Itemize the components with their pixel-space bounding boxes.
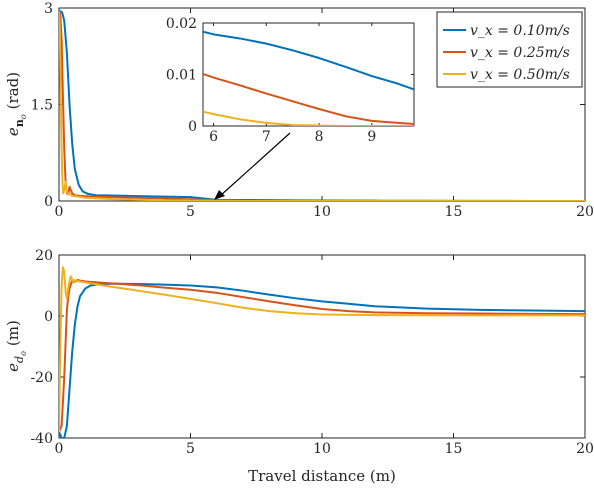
- inset-x-tick-label: 7: [262, 129, 271, 145]
- top-y-axis-label: eno(rad): [4, 72, 28, 136]
- inset-series-line-1: [203, 73, 414, 125]
- legend-item-vx-025: v_x = 0.25m/s: [443, 45, 570, 61]
- inset-y-tick-label: 0.01: [166, 68, 197, 84]
- bottom-x-tick-label: 10: [313, 441, 331, 457]
- bottom-y-tick-label: 20: [35, 248, 53, 264]
- bottom-series-lines: [59, 266, 585, 438]
- inset-series-line-0: [203, 30, 414, 91]
- bottom-y-tick-label: -40: [30, 431, 53, 447]
- bottom-panel: 0 5 10 15 20 -40 -20 0 20 edo(m) Travel distanc…: [4, 248, 594, 485]
- bottom-x-axis-label: Travel distance (m): [248, 467, 396, 485]
- legend-item-vx-010: v_x = 0.10m/s: [443, 23, 570, 39]
- top-y-tick-label: 3: [44, 1, 53, 17]
- top-x-tick-label: 15: [445, 204, 463, 220]
- inset-series-line-2: [203, 110, 414, 126]
- legend-label-vx-025: v_x = 0.25m/s: [470, 45, 570, 61]
- legend-label-vx-050: v_x = 0.50m/s: [470, 67, 570, 83]
- inset-y-tick-label: 0: [188, 119, 197, 135]
- inset-x-tick-label: 8: [315, 129, 324, 145]
- inset-x-tick-label: 9: [367, 129, 376, 145]
- legend-label-vx-010: v_x = 0.10m/s: [470, 23, 570, 39]
- top-x-tick-label: 5: [186, 204, 195, 220]
- bottom-y-axis-label: edo(m): [4, 320, 28, 372]
- bottom-x-tick-label: 15: [445, 441, 463, 457]
- top-series-line-2: [59, 11, 585, 201]
- bottom-series-line-2: [59, 266, 585, 432]
- top-series-lines: [59, 10, 585, 201]
- bottom-x-tick-label: 0: [55, 441, 64, 457]
- bottom-y-ticks: -40 -20 0 20: [30, 248, 585, 447]
- top-x-ticks: 0 5 10 15 20: [55, 8, 594, 220]
- inset-x-ticks: 6 7 8 9: [209, 23, 376, 145]
- bottom-x-ticks: 0 5 10 15 20: [55, 255, 594, 457]
- inset-panel: 6 7 8 9 0 0.01 0.02: [166, 16, 415, 145]
- top-x-tick-label: 20: [576, 204, 594, 220]
- inset-plot-area: [202, 22, 415, 127]
- inset-series-lines: [203, 30, 414, 126]
- inset-x-tick-label: 6: [209, 129, 218, 145]
- zoom-arrow: [214, 132, 291, 200]
- top-y-tick-label: 0: [44, 194, 53, 210]
- bottom-y-tick-label: -20: [30, 370, 53, 386]
- top-x-tick-label: 10: [313, 204, 331, 220]
- legend-item-vx-050: v_x = 0.50m/s: [443, 67, 570, 83]
- bottom-x-tick-label: 5: [186, 441, 195, 457]
- bottom-series-line-0: [59, 282, 585, 438]
- legend: v_x = 0.10m/s v_x = 0.25m/s v_x = 0.50m/…: [436, 11, 583, 88]
- bottom-x-tick-label: 20: [576, 441, 594, 457]
- bottom-plot-area: [58, 254, 586, 439]
- top-x-tick-label: 0: [55, 204, 64, 220]
- inset-y-ticks: 0 0.01 0.02: [166, 16, 414, 135]
- bottom-y-tick-label: 0: [44, 309, 53, 325]
- top-y-tick-label: 1.5: [31, 98, 53, 114]
- inset-y-tick-label: 0.02: [166, 16, 197, 32]
- bottom-series-line-1: [59, 279, 585, 433]
